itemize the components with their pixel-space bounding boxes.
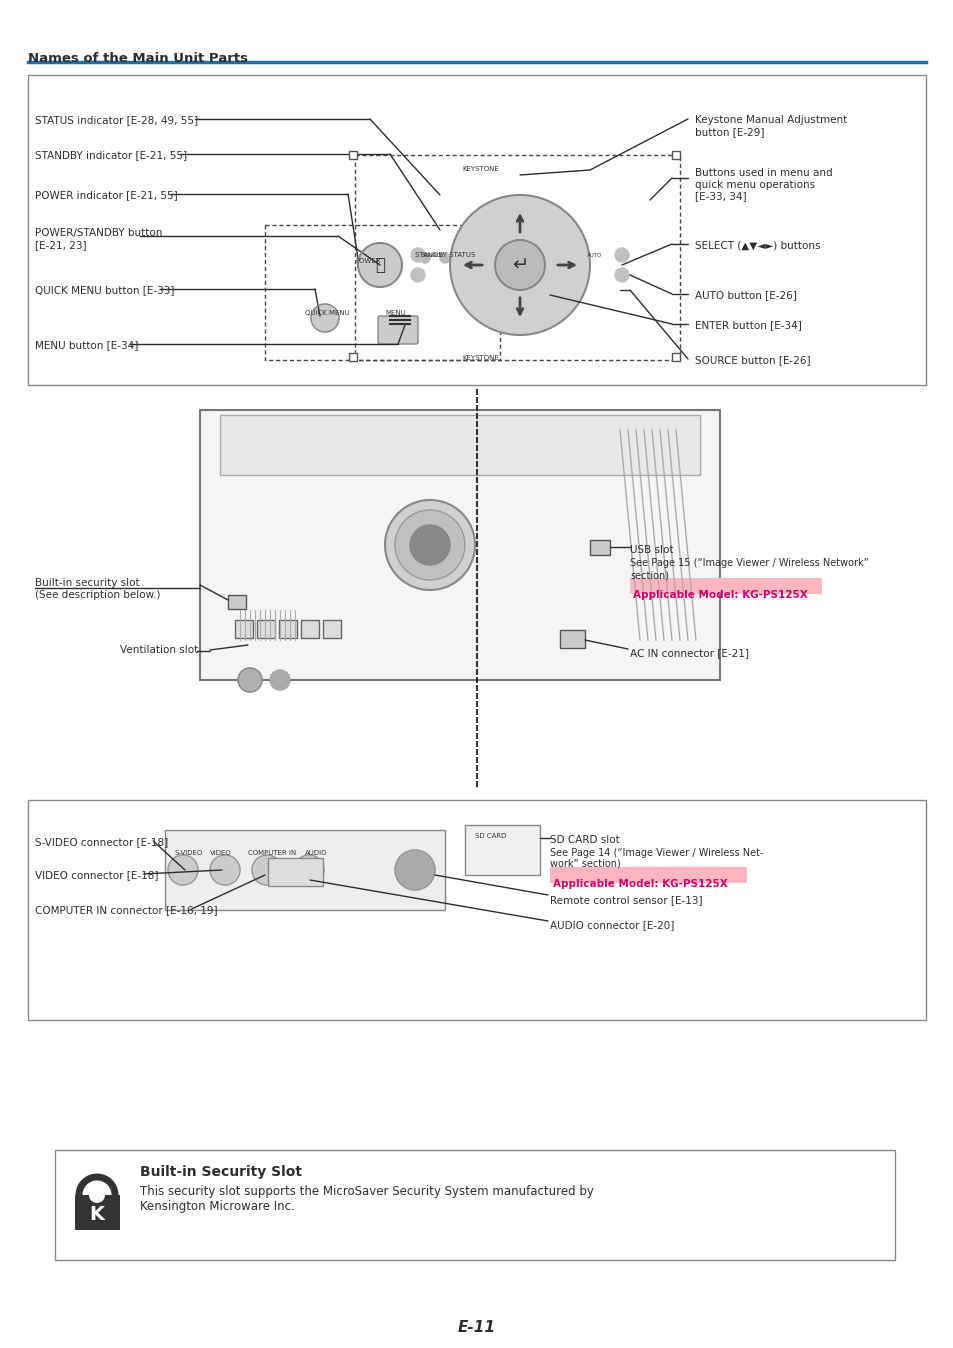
Text: Applicable Model: KG-PS125X: Applicable Model: KG-PS125X bbox=[553, 879, 727, 888]
Text: VIDEO: VIDEO bbox=[210, 851, 232, 856]
Text: ⏻: ⏻ bbox=[375, 256, 385, 274]
Text: KEYSTONE: KEYSTONE bbox=[461, 355, 498, 361]
Bar bbox=[671, 151, 679, 159]
Text: Applicable Model: KG-PS125X: Applicable Model: KG-PS125X bbox=[633, 590, 807, 600]
Ellipse shape bbox=[450, 195, 589, 336]
Bar bbox=[301, 620, 318, 638]
Bar bbox=[464, 825, 539, 875]
Bar bbox=[200, 410, 720, 679]
Bar bbox=[323, 620, 340, 638]
Bar bbox=[349, 151, 356, 159]
Bar bbox=[629, 578, 821, 594]
Text: AUTO: AUTO bbox=[586, 253, 601, 257]
Text: POWER: POWER bbox=[355, 257, 380, 264]
Circle shape bbox=[294, 855, 324, 886]
Text: Built-in security slot
(See description below.): Built-in security slot (See description … bbox=[35, 578, 160, 600]
Text: This security slot supports the MicroSaver Security System manufactured by
Kensi: This security slot supports the MicroSav… bbox=[140, 1185, 594, 1213]
Circle shape bbox=[357, 243, 401, 287]
Text: AUDIO connector [E-20]: AUDIO connector [E-20] bbox=[550, 919, 674, 930]
Bar bbox=[28, 799, 925, 1020]
Text: S-VIDEO connector [E-18]: S-VIDEO connector [E-18] bbox=[35, 837, 168, 847]
Bar bbox=[671, 353, 679, 361]
Text: Names of the Main Unit Parts: Names of the Main Unit Parts bbox=[28, 53, 248, 65]
Circle shape bbox=[395, 510, 464, 580]
Bar bbox=[220, 415, 700, 474]
Circle shape bbox=[385, 500, 475, 590]
Text: See Page 15 (“Image Viewer / Wireless Network”: See Page 15 (“Image Viewer / Wireless Ne… bbox=[629, 558, 868, 568]
Text: Keystone Manual Adjustment
button [E-29]: Keystone Manual Adjustment button [E-29] bbox=[695, 115, 846, 136]
FancyBboxPatch shape bbox=[377, 315, 417, 344]
Circle shape bbox=[89, 1188, 105, 1202]
Circle shape bbox=[410, 524, 450, 565]
Bar bbox=[234, 620, 253, 638]
Bar bbox=[228, 594, 246, 609]
Circle shape bbox=[411, 248, 424, 262]
Text: SD CARD slot: SD CARD slot bbox=[550, 834, 619, 845]
Bar bbox=[550, 867, 746, 883]
Text: USB slot: USB slot bbox=[629, 545, 673, 555]
Bar bbox=[165, 830, 444, 910]
Circle shape bbox=[439, 253, 450, 263]
Text: SELECT (▲▼◄►) buttons: SELECT (▲▼◄►) buttons bbox=[695, 240, 820, 249]
Text: S-VIDEO: S-VIDEO bbox=[174, 851, 203, 856]
Text: MENU: MENU bbox=[385, 310, 405, 315]
Text: QUICK MENU button [E-33]: QUICK MENU button [E-33] bbox=[35, 284, 174, 295]
Text: K: K bbox=[90, 1205, 105, 1224]
Circle shape bbox=[168, 855, 198, 886]
Bar bbox=[256, 620, 274, 638]
Circle shape bbox=[495, 240, 544, 290]
Circle shape bbox=[237, 669, 262, 692]
Text: See Page 14 (“Image Viewer / Wireless Net-: See Page 14 (“Image Viewer / Wireless Ne… bbox=[550, 848, 762, 857]
Text: POWER indicator [E-21, 55]: POWER indicator [E-21, 55] bbox=[35, 190, 177, 200]
Text: Buttons used in menu and
quick menu operations
[E-33, 34]: Buttons used in menu and quick menu oper… bbox=[695, 168, 832, 201]
Circle shape bbox=[395, 851, 435, 890]
Text: Built-in Security Slot: Built-in Security Slot bbox=[140, 1165, 302, 1180]
Text: VIDEO connector [E-18]: VIDEO connector [E-18] bbox=[35, 869, 158, 880]
Text: Ventilation slot: Ventilation slot bbox=[120, 644, 198, 655]
Text: ↵: ↵ bbox=[511, 256, 528, 275]
Text: QUICK MENU: QUICK MENU bbox=[305, 310, 350, 315]
Bar bbox=[278, 620, 296, 638]
Text: STANDBY indicator [E-21, 55]: STANDBY indicator [E-21, 55] bbox=[35, 150, 187, 160]
Bar bbox=[268, 857, 323, 886]
Circle shape bbox=[210, 855, 240, 886]
Text: COMPUTER IN: COMPUTER IN bbox=[248, 851, 296, 856]
Text: SD CARD: SD CARD bbox=[475, 833, 506, 838]
Text: ENTER button [E-34]: ENTER button [E-34] bbox=[695, 319, 801, 330]
Bar bbox=[28, 75, 925, 386]
Circle shape bbox=[615, 248, 628, 262]
Text: AC IN connector [E-21]: AC IN connector [E-21] bbox=[629, 648, 748, 658]
Text: STATUS indicator [E-28, 49, 55]: STATUS indicator [E-28, 49, 55] bbox=[35, 115, 198, 125]
Circle shape bbox=[311, 305, 338, 332]
Text: AUTO button [E-26]: AUTO button [E-26] bbox=[695, 290, 796, 301]
Text: work” section): work” section) bbox=[550, 859, 620, 869]
Bar bbox=[589, 541, 609, 555]
Text: E-11: E-11 bbox=[457, 1320, 496, 1335]
Circle shape bbox=[411, 268, 424, 282]
Text: section): section) bbox=[629, 570, 668, 580]
Circle shape bbox=[252, 855, 282, 886]
Circle shape bbox=[419, 253, 430, 263]
Text: POWER/STANDBY button
[E-21, 23]: POWER/STANDBY button [E-21, 23] bbox=[35, 228, 162, 249]
Bar bbox=[75, 1194, 120, 1229]
Text: SOURCE button [E-26]: SOURCE button [E-26] bbox=[695, 355, 810, 365]
Text: Remote control sensor [E-13]: Remote control sensor [E-13] bbox=[550, 895, 702, 905]
Bar bbox=[349, 353, 356, 361]
Text: AUDIO: AUDIO bbox=[305, 851, 327, 856]
Circle shape bbox=[270, 670, 290, 690]
Text: COMPUTER IN connector [E-16, 19]: COMPUTER IN connector [E-16, 19] bbox=[35, 905, 217, 915]
Text: KEYSTONE: KEYSTONE bbox=[461, 166, 498, 173]
Bar bbox=[559, 630, 584, 648]
Text: STANDBY STATUS: STANDBY STATUS bbox=[415, 252, 475, 257]
Text: SOURCE: SOURCE bbox=[421, 253, 444, 257]
Bar bbox=[55, 1150, 894, 1260]
Circle shape bbox=[615, 268, 628, 282]
Text: MENU button [E-34]: MENU button [E-34] bbox=[35, 340, 138, 350]
